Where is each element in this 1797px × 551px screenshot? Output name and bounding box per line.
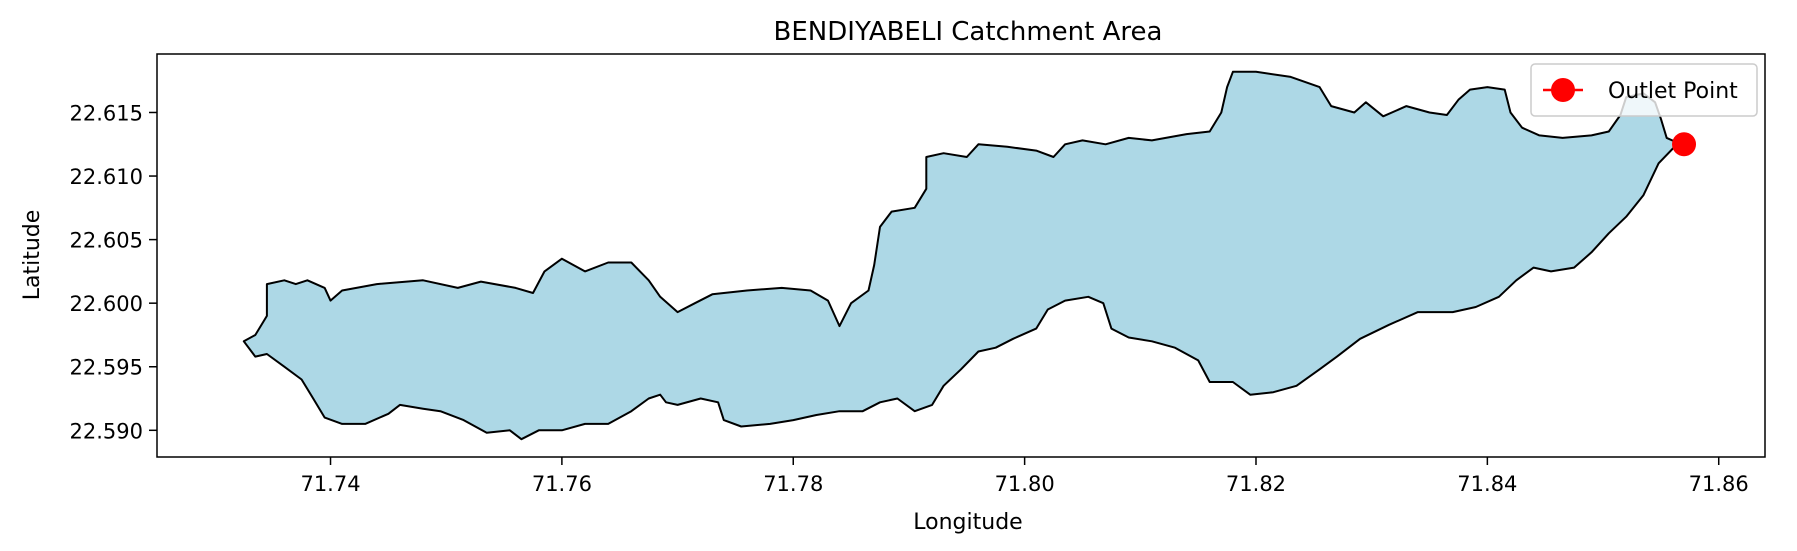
x-tick-label: 71.82 [1226,472,1286,496]
legend-marker [1551,78,1575,102]
outlet-point-marker [1672,132,1697,157]
y-tick-label: 22.615 [70,101,143,125]
y-axis-label: Latitude [20,210,45,301]
y-axis-ticks: 22.590 22.595 22.600 22.605 22.610 22.615 [70,101,157,443]
legend: Outlet Point [1530,63,1758,117]
x-tick-label: 71.86 [1689,472,1749,496]
axes-frame [156,53,1766,458]
y-tick-label: 22.590 [70,419,143,443]
legend-box [1530,63,1758,117]
y-tick-label: 22.600 [70,292,143,316]
x-tick-label: 71.76 [532,472,592,496]
legend-label-outlet-point: Outlet Point [1608,79,1738,104]
y-tick-label: 22.610 [70,165,143,189]
x-tick-label: 71.74 [300,472,360,496]
x-axis-ticks: 71.74 71.76 71.78 71.80 71.82 71.84 71.86 [300,457,1749,496]
x-tick-label: 71.84 [1457,472,1517,496]
x-axis-label: Longitude [913,510,1022,535]
map-title: BENDIYABELI Catchment Area [774,17,1163,47]
y-tick-label: 22.595 [70,356,143,380]
y-tick-label: 22.605 [70,229,143,253]
x-tick-label: 71.78 [763,472,823,496]
x-tick-label: 71.80 [995,472,1055,496]
